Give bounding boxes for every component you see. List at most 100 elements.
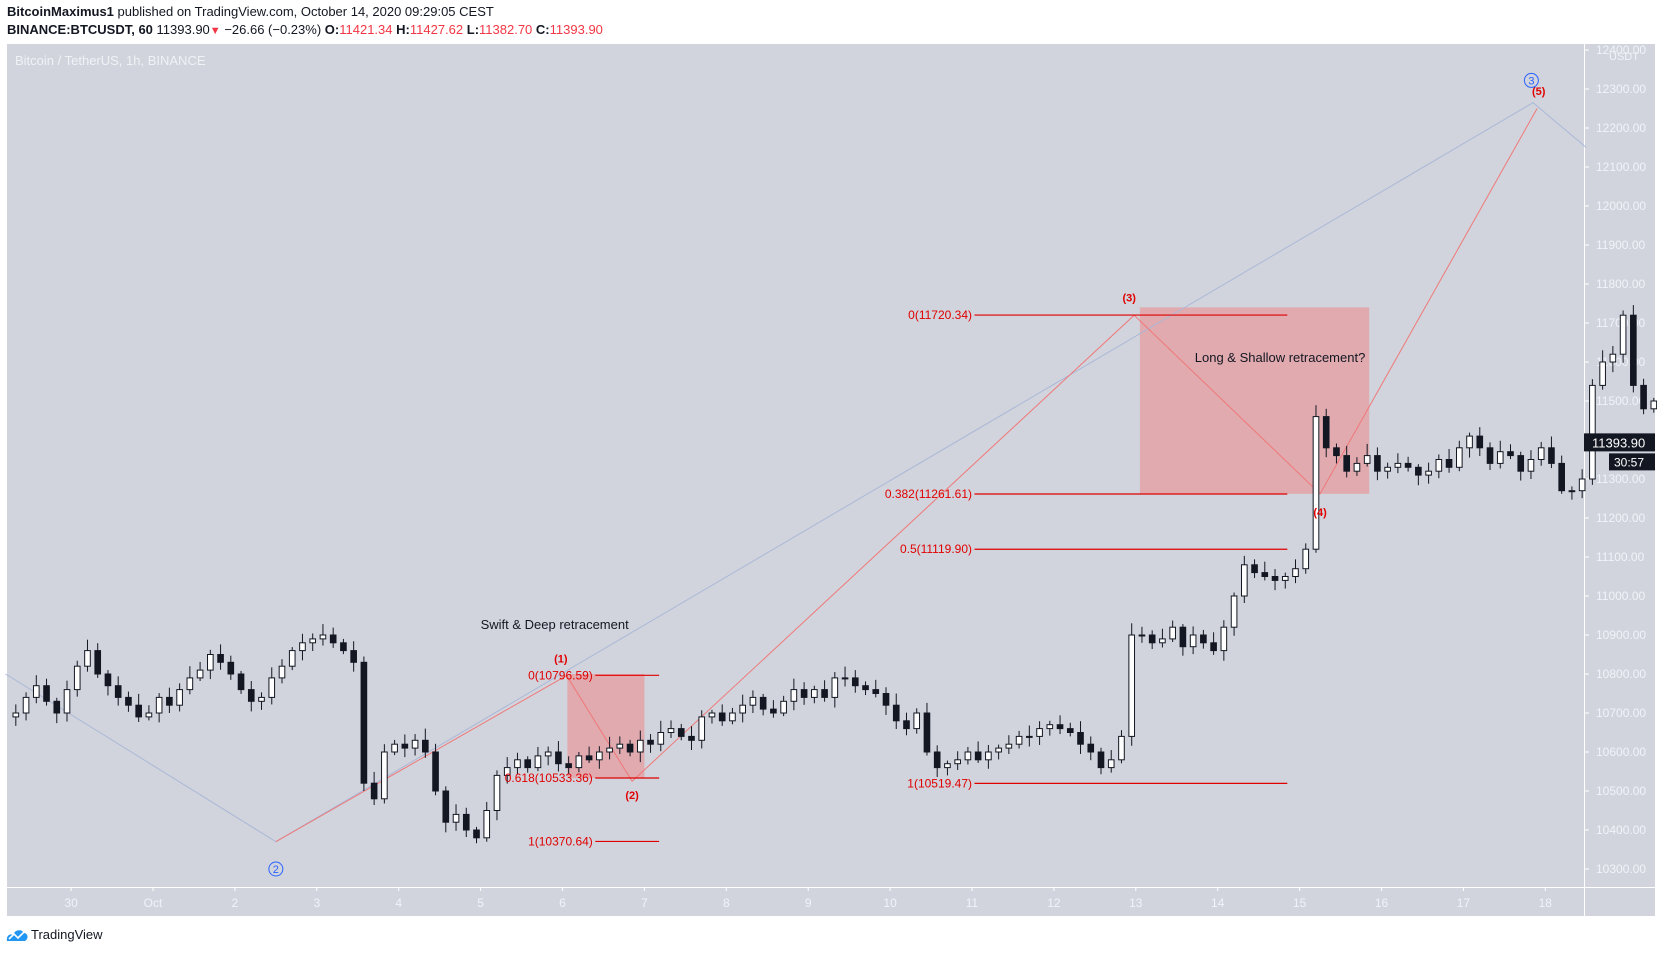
candle[interactable] [688, 726, 695, 751]
candle[interactable] [227, 655, 235, 680]
candle[interactable] [841, 666, 849, 687]
candle[interactable] [667, 720, 675, 738]
plot-area[interactable] [7, 44, 1584, 887]
candle[interactable] [739, 694, 746, 723]
candle[interactable] [155, 693, 163, 723]
candle[interactable] [1558, 455, 1565, 494]
candle[interactable] [1312, 405, 1320, 553]
candle[interactable] [1517, 451, 1525, 481]
candle[interactable] [1046, 720, 1054, 736]
primary-wave-line[interactable] [5, 102, 1587, 843]
candle[interactable] [780, 695, 787, 717]
candle[interactable] [995, 744, 1002, 760]
tradingview-logo[interactable]: TradingView [6, 927, 103, 942]
candle[interactable] [1159, 628, 1166, 648]
candle[interactable] [1087, 736, 1095, 761]
candle[interactable] [176, 683, 183, 712]
candle[interactable] [1261, 561, 1269, 581]
candle[interactable] [1374, 447, 1381, 481]
candle[interactable] [821, 680, 828, 702]
candle[interactable] [207, 649, 214, 680]
candle[interactable] [1210, 632, 1217, 655]
candle[interactable] [1056, 715, 1064, 735]
candle[interactable] [360, 656, 368, 791]
candle[interactable] [1640, 378, 1647, 415]
candle[interactable] [483, 801, 491, 842]
candle[interactable] [1445, 448, 1453, 473]
candle[interactable] [258, 692, 265, 710]
candle[interactable] [53, 697, 61, 724]
candle[interactable] [319, 624, 327, 646]
candle[interactable] [1271, 569, 1279, 591]
candle[interactable] [677, 723, 685, 741]
candle[interactable] [974, 741, 982, 763]
candle[interactable] [1435, 454, 1443, 479]
candle[interactable] [1353, 457, 1361, 476]
candle[interactable] [1036, 721, 1043, 745]
candle[interactable] [575, 752, 583, 773]
candle[interactable] [1630, 305, 1637, 393]
candle[interactable] [1241, 555, 1248, 604]
candle[interactable] [892, 693, 900, 729]
candle[interactable] [851, 670, 859, 693]
candle[interactable] [1005, 735, 1013, 754]
candle[interactable] [708, 709, 716, 724]
candle[interactable] [1333, 443, 1340, 464]
candle[interactable] [309, 633, 317, 651]
candle[interactable] [729, 707, 736, 725]
candle[interactable] [391, 739, 398, 756]
candle[interactable] [1148, 630, 1156, 650]
candle[interactable] [135, 693, 142, 722]
time-axis[interactable] [7, 887, 1655, 916]
candle[interactable] [811, 685, 818, 704]
candle[interactable] [1077, 721, 1084, 754]
candle[interactable] [1537, 441, 1545, 466]
candle[interactable] [452, 804, 460, 831]
candle[interactable] [596, 746, 603, 769]
candle[interactable] [872, 679, 880, 698]
candle[interactable] [882, 687, 890, 715]
candle[interactable] [340, 638, 347, 655]
candle[interactable] [1548, 436, 1555, 469]
candle[interactable] [196, 661, 204, 682]
candle[interactable] [790, 678, 798, 711]
candle[interactable] [1189, 626, 1197, 655]
candle[interactable] [647, 734, 654, 753]
candle[interactable] [1026, 725, 1033, 747]
candle[interactable] [278, 659, 286, 684]
candle[interactable] [329, 627, 337, 648]
candle[interactable] [401, 734, 409, 758]
candle[interactable] [616, 736, 624, 754]
candle[interactable] [606, 736, 613, 760]
candle[interactable] [503, 757, 511, 784]
candle[interactable] [626, 739, 634, 757]
candle[interactable] [1394, 453, 1402, 474]
candle[interactable] [63, 680, 71, 722]
candle[interactable] [964, 746, 972, 765]
candle[interactable] [473, 826, 480, 844]
candle[interactable] [759, 693, 767, 716]
candle[interactable] [1486, 442, 1494, 471]
candle[interactable] [718, 704, 726, 726]
minor-wave-line[interactable] [275, 108, 1538, 843]
candle[interactable] [370, 771, 378, 806]
candle[interactable] [770, 700, 777, 718]
candle[interactable] [247, 681, 255, 712]
candle[interactable] [800, 682, 808, 705]
candle[interactable] [125, 691, 132, 712]
candle[interactable] [544, 746, 552, 766]
candle[interactable] [1281, 572, 1289, 589]
candle[interactable] [43, 678, 50, 706]
candle[interactable] [411, 734, 419, 756]
candle[interactable] [84, 639, 91, 672]
candle[interactable] [534, 746, 542, 772]
candle[interactable] [32, 675, 40, 704]
candle[interactable] [1097, 747, 1105, 775]
candle[interactable] [1292, 559, 1299, 584]
candle[interactable] [22, 692, 30, 721]
candle[interactable] [923, 702, 931, 756]
candle[interactable] [933, 745, 941, 777]
candle[interactable] [94, 643, 102, 678]
candle[interactable] [145, 705, 153, 721]
candle[interactable] [657, 720, 665, 752]
